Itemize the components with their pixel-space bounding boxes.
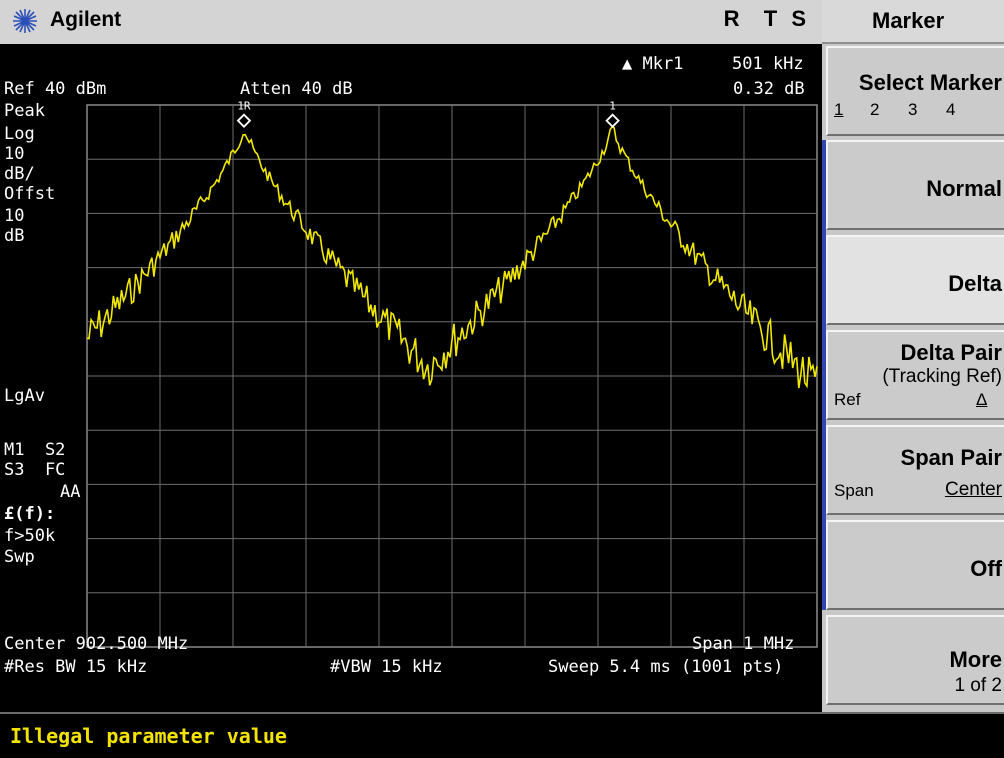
scale-line-3: dB/ [4,164,35,184]
video-bandwidth: #VBW 15 kHz [330,657,443,677]
marker-readout-delta: 0.32 dB [733,79,805,99]
marker-option-1[interactable]: 1 [834,100,844,119]
delta-pair-ref: Ref [834,390,861,409]
menu-title: Marker [822,0,1004,44]
normal-key[interactable]: Normal [826,140,1004,230]
status-indicators: R T S [723,6,810,31]
title-bar: Agilent R T S [0,0,822,46]
marker-label-1: 1R [237,100,251,113]
function-value: f>50k [4,526,56,546]
scale-line-2: 10 [4,144,25,164]
indicator-row-3: AA [60,482,81,502]
softkey-group-bracket [822,140,826,610]
ref-level: Ref 40 dBm [4,79,107,99]
more-sub: 1 of 2 [954,675,1002,696]
marker-diamond-1 [236,113,252,128]
softkey-panel: Marker Select Marker 1 2 3 4 Normal Delt… [822,0,1004,712]
span-pair-span: Span [834,481,874,500]
error-message: Illegal parameter value [10,724,287,748]
select-marker-label: Select Marker [858,70,1002,95]
scale-line-6: dB [4,226,25,246]
function-label: £(f): [4,504,56,524]
off-label: Off [970,556,1002,581]
delta-pair-delta: Δ [976,390,988,409]
more-label: More [949,647,1002,672]
message-bar: Illegal parameter value [0,712,1004,758]
span-value: Span 1 MHz [692,634,795,654]
marker-readout-freq: 501 kHz [732,54,804,74]
sweep-time: Sweep 5.4 ms (1001 pts) [548,657,784,677]
delta-pair-sub: (Tracking Ref) [882,366,1002,387]
delta-pair-label: Delta Pair [900,340,1003,365]
spectrum-trace [86,125,818,389]
marker-option-3[interactable]: 3 [908,100,918,119]
off-key[interactable]: Off [826,520,1004,610]
more-key[interactable]: More 1 of 2 [826,615,1004,705]
marker-option-2[interactable]: 2 [870,100,880,119]
scale-line-1: Log [4,124,35,144]
detector-label: Peak [4,101,45,121]
marker-label-2: 1 [609,100,616,113]
brand-name: Agilent [50,8,122,31]
marker-diamond-2 [605,113,620,128]
attenuation: Atten 40 dB [240,79,353,99]
scale-line-4: Offst [4,184,56,204]
delta-label: Delta [948,271,1002,296]
agilent-logo-icon [13,9,37,33]
delta-key[interactable]: Delta [826,235,1004,325]
marker-option-4[interactable]: 4 [946,100,956,119]
indicator-row-1: M1 S2 [4,440,66,460]
sweep-label: Swp [4,547,35,567]
avg-mode: LgAv [4,386,45,406]
scale-line-5: 10 [4,206,25,226]
span-pair-center: Center [944,479,1002,500]
resolution-bandwidth: #Res BW 15 kHz [4,657,148,677]
span-pair-label: Span Pair [900,445,1002,470]
indicator-row-2: S3 FC [4,460,66,480]
span-pair-key[interactable]: Span Pair Span Center [826,425,1004,515]
center-frequency: Center 902.500 MHz [4,634,189,654]
marker-readout-label: ▲ Mkr1 [622,54,684,74]
analyzer-screen: ▲ Mkr1 501 kHz 0.32 dB Ref 40 dBm Atten … [0,44,822,712]
normal-label: Normal [926,176,1002,201]
spectrum-graticule: 1R 1 [86,100,818,648]
delta-pair-key[interactable]: Delta Pair (Tracking Ref) Ref Δ [826,330,1004,420]
select-marker-key[interactable]: Select Marker 1 2 3 4 [826,46,1004,136]
